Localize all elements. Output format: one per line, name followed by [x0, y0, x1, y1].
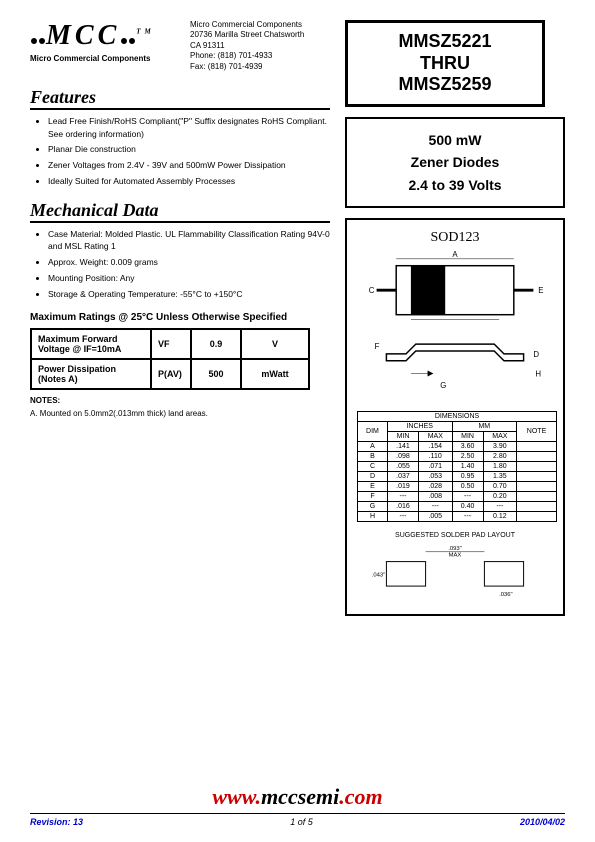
ratings-table: Maximum Forward Voltage @ IF=10mAVF0.9VP…: [30, 328, 310, 390]
svg-text:D: D: [533, 350, 539, 359]
svg-text:H: H: [535, 369, 541, 378]
package-title: SOD123: [357, 230, 553, 246]
date: 2010/04/02: [520, 817, 565, 827]
description-box: 500 mW Zener Diodes 2.4 to 39 Volts: [345, 117, 565, 208]
page-num: 1 of 5: [290, 817, 313, 827]
logo-text: MCCTM: [30, 20, 170, 52]
logo: MCCTM Micro Commercial Components: [30, 20, 170, 72]
svg-text:C: C: [369, 286, 375, 295]
svg-text:MAX: MAX: [449, 553, 462, 559]
svg-text:B: B: [452, 266, 457, 275]
part-title: MMSZ5221 THRU MMSZ5259: [345, 20, 545, 107]
dimensions-table: DIMENSIONS DIMINCHESMMNOTE MINMAXMINMAX …: [357, 411, 557, 522]
mechanical-list: Case Material: Molded Plastic. UL Flamma…: [30, 228, 330, 301]
ratings-heading: Maximum Ratings @ 25°C Unless Otherwise …: [30, 312, 330, 323]
website: www.mccsemi.com: [30, 784, 565, 810]
svg-text:F: F: [375, 342, 380, 351]
logo-subtitle: Micro Commercial Components: [30, 54, 170, 63]
svg-text:E: E: [538, 286, 543, 295]
svg-text:.093": .093": [448, 546, 461, 552]
svg-text:A: A: [452, 251, 458, 259]
features-list: Lead Free Finish/RoHS Compliant("P" Suff…: [30, 115, 330, 188]
notes: NOTES: A. Mounted on 5.0mm2(.013mm thick…: [30, 396, 330, 418]
features-heading: Features: [30, 87, 330, 110]
solder-pad-layout: SUGGESTED SOLDER PAD LAYOUT .093" MAX .0…: [357, 532, 553, 604]
package-diagram: SOD123 A B C E F D G H DIM: [345, 218, 565, 616]
sod123-diagram: A B C E F D G H: [357, 251, 553, 398]
mechanical-heading: Mechanical Data: [30, 200, 330, 223]
footer: www.mccsemi.com Revision: 13 1 of 5 2010…: [0, 784, 595, 827]
svg-text:.043": .043": [372, 572, 385, 578]
svg-text:G: G: [440, 381, 446, 390]
revision: Revision: 13: [30, 817, 83, 827]
svg-text:.036": .036": [499, 592, 512, 598]
